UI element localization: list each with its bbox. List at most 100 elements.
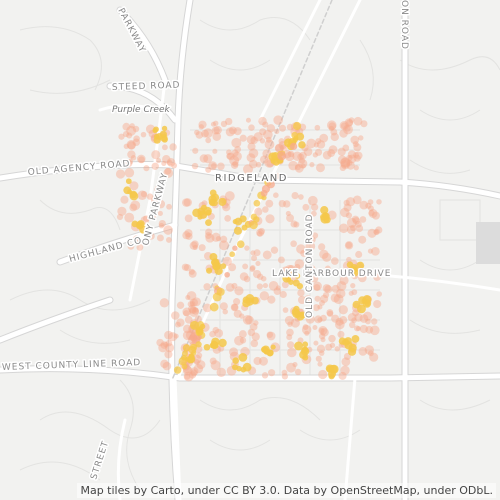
density-dot [249,220,258,230]
density-dot [320,328,329,337]
density-dot [211,258,219,267]
density-dot [307,264,316,274]
density-dot [184,373,191,380]
density-dot [345,212,353,219]
density-dot [319,300,325,306]
density-dot [291,269,298,276]
density-dot [290,318,300,328]
density-dot [285,151,295,162]
density-dot [259,128,267,136]
density-dot [233,226,242,235]
density-dot [124,212,135,223]
density-dot [253,199,261,207]
density-dot [220,263,227,270]
density-dot [218,338,227,348]
density-dot [203,283,211,291]
density-dot [283,200,291,208]
density-dot [187,357,194,364]
density-dot [292,361,298,368]
density-dot [196,334,202,341]
density-dot [209,330,216,338]
density-dot [345,241,353,249]
density-dot [133,135,140,142]
density-dot [158,219,166,228]
density-dot [196,360,206,370]
density-dot [122,131,130,138]
density-dot [181,263,189,271]
density-dot [371,211,380,220]
density-dot [325,364,335,373]
density-dot [203,154,213,164]
density-dot [129,123,135,129]
density-dot [340,157,351,168]
density-dot [305,314,315,324]
density-dot [169,143,177,151]
density-dot [297,158,308,169]
density-dot [252,269,262,279]
density-dot [286,334,293,341]
density-dot [352,141,359,148]
density-dot [184,229,193,238]
density-dot [258,227,266,235]
density-dot [314,124,321,131]
density-dot [267,295,276,304]
density-dot [297,153,304,161]
density-dot [270,344,276,350]
density-dot [369,352,379,362]
density-dot [250,136,258,145]
density-dot [280,266,291,277]
density-dot [173,333,179,339]
density-dot [209,189,217,197]
density-dot [359,324,368,334]
density-dot [181,350,188,357]
density-dot [242,299,251,308]
density-dot [346,225,356,235]
density-dot [151,195,160,205]
density-dot [339,316,348,324]
density-dot [164,167,172,175]
density-dot [248,159,258,169]
density-dot [158,343,168,353]
label-ridgeland: RIDGELAND [215,173,288,184]
density-dot [286,123,294,131]
density-dot [327,149,336,158]
density-dot [346,159,353,166]
density-dot [256,231,263,237]
density-dot [127,150,136,159]
density-dot [124,159,133,167]
density-dot [275,143,284,153]
density-dot [183,310,190,317]
density-dot [216,367,226,378]
density-dot [318,369,328,380]
density-dot [368,209,375,217]
density-dot [181,363,188,370]
density-dot [231,161,239,169]
density-dot [293,221,300,228]
density-dot [307,270,313,276]
density-dot [353,154,361,162]
density-dot [193,359,200,365]
density-dot [312,152,318,158]
density-dot [239,272,249,281]
density-dot [259,138,266,144]
density-dot [300,163,306,169]
density-dot [342,144,350,152]
label-highland-co: HIGHLAND CO [68,236,143,265]
density-dot [211,126,220,135]
density-dot [198,124,204,130]
density-dot [248,124,255,131]
density-dot [273,115,283,125]
density-dot [205,233,215,243]
density-dot [346,217,357,228]
density-dot [307,215,313,221]
density-dot [203,128,213,138]
density-dot [164,330,173,340]
density-dot [373,229,379,235]
density-dot [122,122,131,131]
density-dot [302,341,309,348]
density-dot [354,313,363,322]
density-dot [164,343,175,353]
density-dot [256,283,263,290]
density-dot [165,339,173,347]
